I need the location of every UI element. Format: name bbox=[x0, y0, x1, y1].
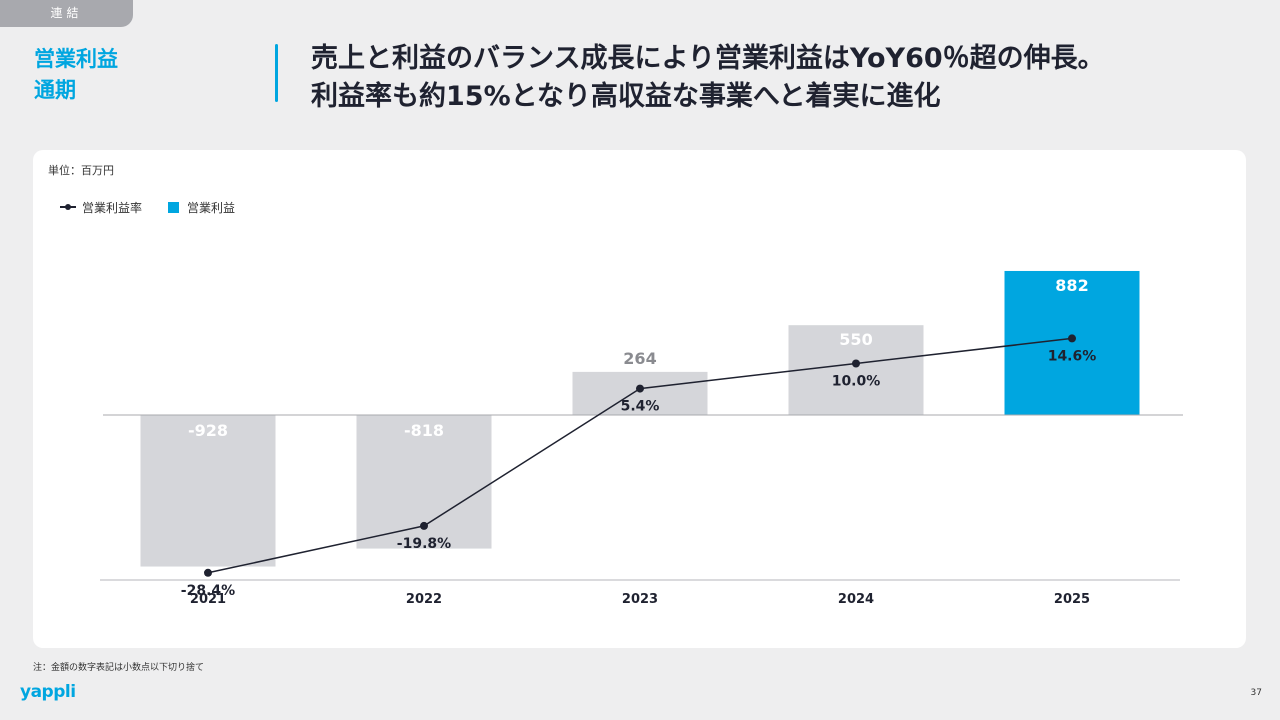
page-headline: 売上と利益のバランス成長により営業利益はYoY60％超の伸長。 利益率も約15%… bbox=[311, 40, 1261, 116]
headline-line2: 利益率も約15%となり高収益な事業へと着実に進化 bbox=[311, 81, 941, 112]
margin-label-2021: -28.4% bbox=[181, 583, 235, 599]
legend-profit-label: 営業利益 bbox=[187, 200, 236, 215]
title-divider bbox=[275, 44, 278, 102]
margin-label-2024: 10.0% bbox=[832, 374, 881, 390]
legend-bar-marker bbox=[168, 201, 180, 213]
unit-label: 単位：百万円 bbox=[48, 164, 114, 177]
consolidated-tag: 連結 bbox=[0, 0, 133, 27]
footnote: 注：金額の数字表記は小数点以下切り捨て bbox=[33, 663, 205, 673]
margin-label-2022: -19.8% bbox=[397, 536, 451, 552]
yappli-logo: yappli bbox=[20, 682, 76, 702]
margin-label-2023: 5.4% bbox=[621, 399, 660, 415]
margin-point-2024 bbox=[852, 359, 860, 368]
x-tick-2024: 2024 bbox=[838, 592, 874, 607]
bar-2023 bbox=[572, 371, 708, 415]
bar-2021 bbox=[140, 415, 276, 567]
section-title-line1: 営業利益 bbox=[34, 47, 118, 71]
section-title: 営業利益 通期 bbox=[34, 44, 234, 106]
margin-point-2025 bbox=[1068, 334, 1076, 343]
margin-point-2021 bbox=[204, 568, 212, 577]
bar-2024 bbox=[788, 325, 924, 415]
bar-label-2025: 882 bbox=[1055, 276, 1088, 295]
margin-point-2023 bbox=[636, 384, 644, 393]
legend-margin-label: 営業利益率 bbox=[82, 200, 143, 215]
margin-label-2025: 14.6% bbox=[1048, 348, 1097, 364]
x-tick-2023: 2023 bbox=[622, 592, 658, 607]
bar-label-2021: -928 bbox=[188, 421, 228, 440]
bar-label-2024: 550 bbox=[839, 330, 872, 349]
bar-label-2023: 264 bbox=[623, 349, 656, 368]
headline-line1: 売上と利益のバランス成長により営業利益はYoY60％超の伸長。 bbox=[311, 43, 1105, 74]
page-number: 37 bbox=[1250, 688, 1262, 698]
legend-item-profit: 営業利益 bbox=[168, 199, 235, 216]
bar-label-2022: -818 bbox=[404, 421, 444, 440]
x-tick-2025: 2025 bbox=[1054, 592, 1090, 607]
x-tick-2022: 2022 bbox=[406, 592, 442, 607]
chart-legend: 営業利益率 営業利益 bbox=[60, 198, 261, 216]
x-tick-2021: 2021 bbox=[190, 592, 226, 607]
section-title-line2: 通期 bbox=[34, 78, 76, 102]
legend-item-margin: 営業利益率 bbox=[60, 199, 142, 216]
legend-line-marker bbox=[60, 204, 76, 210]
margin-point-2022 bbox=[420, 521, 428, 530]
